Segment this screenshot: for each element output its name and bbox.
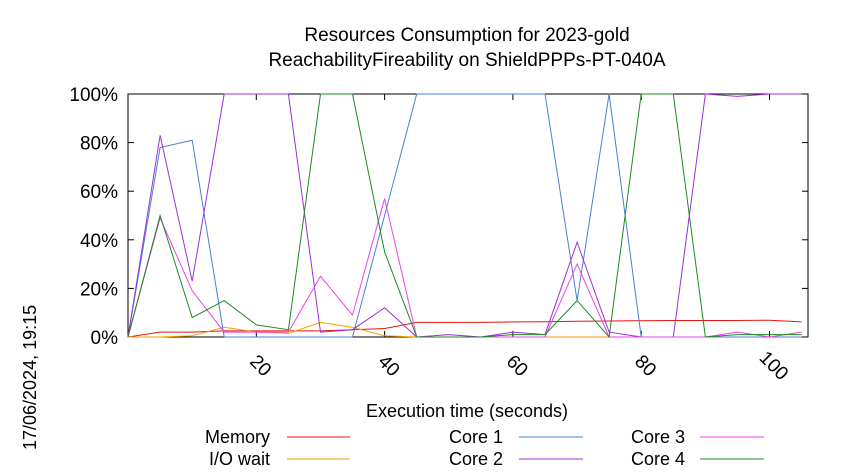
- x-tick-label: 100: [755, 347, 792, 384]
- chart-title: Resources Consumption for 2023-gold Reac…: [268, 25, 665, 71]
- legend-label-core-2: Core 2: [449, 449, 503, 469]
- plot-frame: [127, 93, 809, 338]
- series-line-memory: [127, 319, 802, 338]
- y-tick-label: 80%: [80, 134, 118, 155]
- chart-title-line2: ReachabilityFireability on ShieldPPPs-PT…: [268, 50, 665, 71]
- series-line-core-4: [127, 93, 802, 339]
- legend-label-memory: Memory: [205, 427, 270, 447]
- legend-label-core-4: Core 4: [631, 449, 685, 469]
- legend-label-core-1: Core 1: [449, 427, 503, 447]
- y-tick-label: 20%: [80, 279, 118, 300]
- x-tick-label: 20: [245, 351, 275, 381]
- series-line-i-o-wait: [128, 321, 802, 338]
- y-tick-label: 40%: [80, 231, 118, 252]
- series-lines: [127, 93, 802, 339]
- y-tick-label: 100%: [69, 85, 118, 106]
- x-axis: 20 40 60 80 100: [245, 94, 792, 385]
- plot-border: [127, 93, 809, 338]
- x-axis-label: Execution time (seconds): [366, 401, 568, 421]
- y-tick-label: 0%: [91, 328, 119, 349]
- series-line-core-3: [127, 198, 802, 338]
- y-axis: 0% 20% 40% 60% 80% 100%: [69, 85, 808, 349]
- chart-title-line1: Resources Consumption for 2023-gold: [304, 25, 629, 46]
- x-tick-label: 60: [502, 351, 532, 381]
- x-tick-label: 80: [630, 351, 660, 381]
- legend-label-core-3: Core 3: [631, 427, 685, 447]
- legend-label-i-o-wait: I/O wait: [209, 449, 270, 469]
- timestamp-label: 17/06/2024, 19:15: [20, 305, 40, 450]
- x-tick-label: 40: [374, 351, 404, 381]
- y-tick-label: 60%: [80, 182, 118, 203]
